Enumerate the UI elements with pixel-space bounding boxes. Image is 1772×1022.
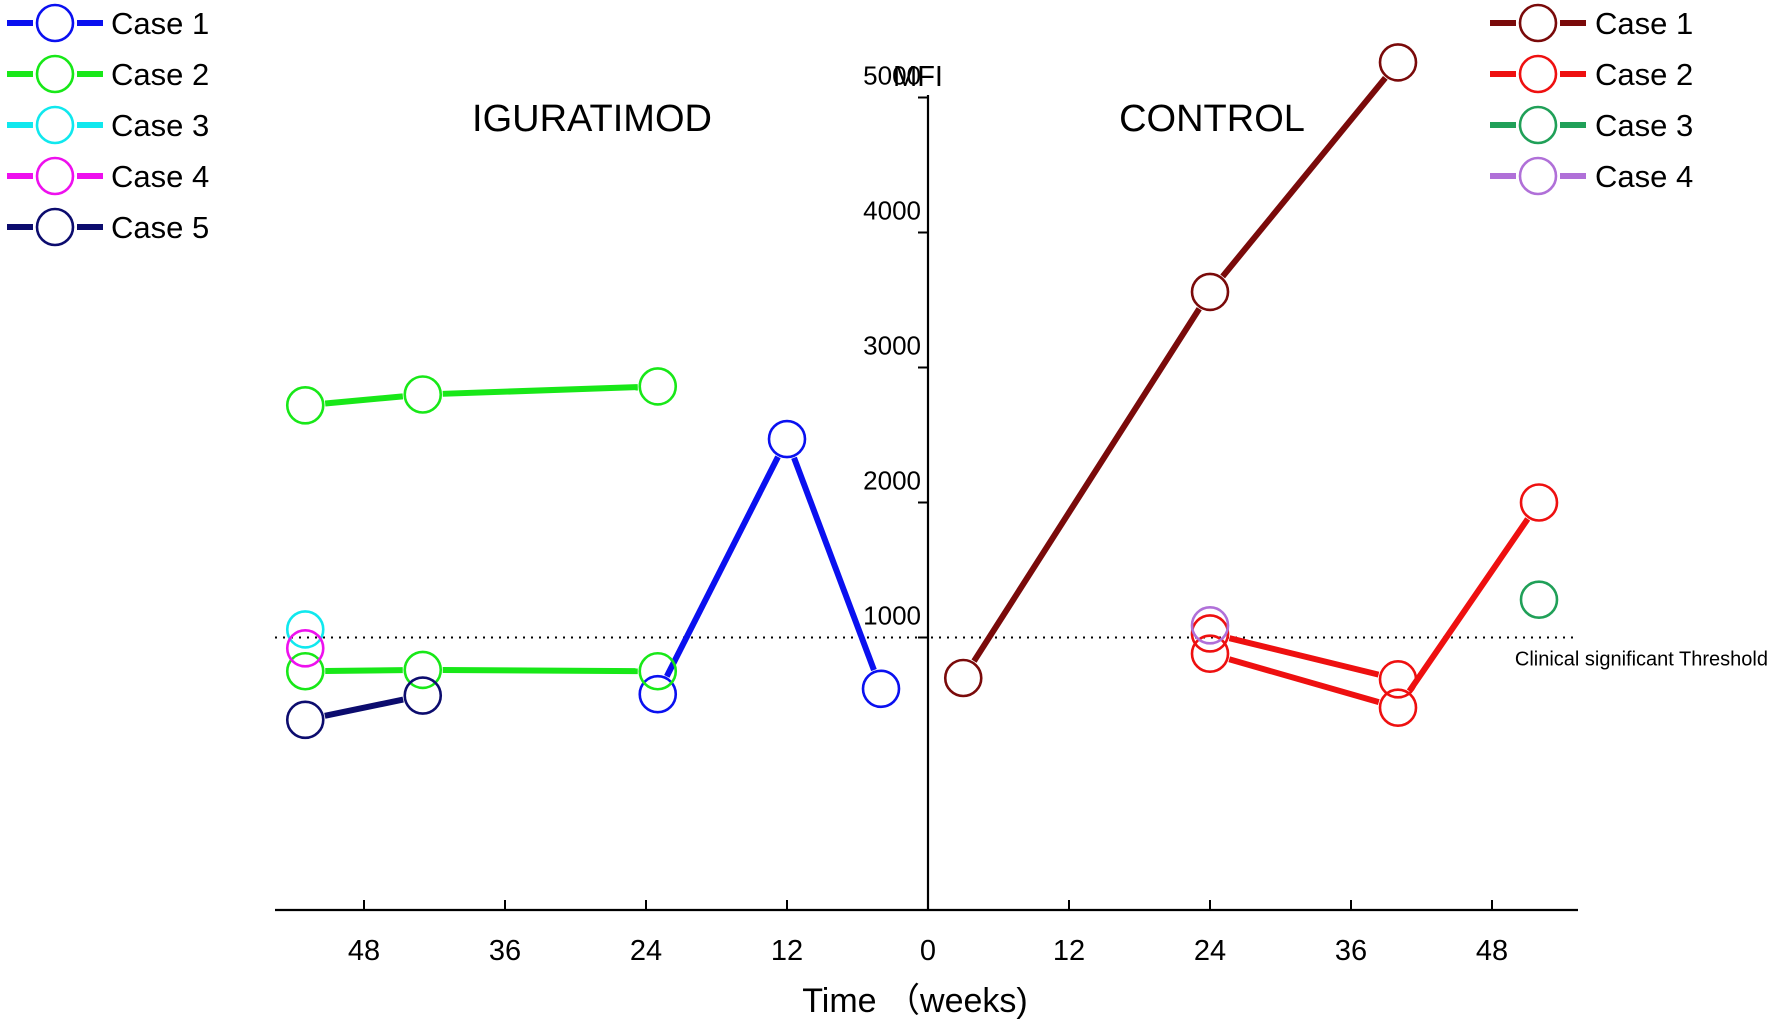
legend-marker-0-2: [35, 105, 75, 145]
series-line-1-1: [1228, 635, 1380, 678]
y-tick-label: 4000: [863, 196, 921, 226]
series-line-1-2: [1228, 656, 1380, 706]
series-line-0-2: [325, 667, 403, 675]
data-point-1-2: [1378, 688, 1418, 728]
data-point-0-2: [638, 651, 678, 691]
data-point-0-0: [638, 674, 678, 714]
series-line-0-0: [664, 455, 781, 678]
legend-marker-1-3: [1518, 156, 1558, 196]
panel-title-control: CONTROL: [1119, 98, 1305, 140]
y-axis-label: MFI: [893, 61, 943, 93]
data-point-1-0: [1190, 272, 1230, 312]
threshold-label: Clinical significant Threshold: [1515, 649, 1768, 671]
data-point-1-2: [1519, 483, 1559, 522]
data-point-0-5: [403, 676, 443, 715]
x-tick-label: 36: [489, 935, 521, 967]
data-point-0-2: [285, 651, 325, 691]
legend-label-0-2: Case 3: [111, 108, 209, 143]
y-tick-label: 3000: [863, 331, 921, 361]
data-point-0-0: [861, 669, 901, 709]
series-line-0-5: [324, 696, 404, 719]
data-point-1-3: [1519, 580, 1559, 620]
y-tick-label: 1000: [863, 601, 921, 631]
data-point-0-1: [403, 375, 443, 414]
series-line-1-0: [971, 307, 1202, 663]
y-tick-label: 5000: [863, 61, 921, 91]
panel-title-iguratimod: IGURATIMOD: [472, 98, 712, 140]
data-point-1-4: [1190, 606, 1230, 645]
legend-label-1-1: Case 2: [1595, 57, 1693, 92]
legend-marker-1-1: [1518, 54, 1558, 94]
data-point-0-1: [638, 367, 678, 406]
legend-marker-0-4: [35, 207, 75, 247]
data-point-0-1: [285, 385, 325, 425]
x-tick-label: 0: [920, 935, 936, 967]
series-line-0-0: [791, 456, 877, 672]
x-tick-label: 12: [771, 935, 803, 967]
data-point-1-2: [1190, 634, 1230, 674]
x-tick-label: 36: [1335, 935, 1367, 967]
legend-label-1-0: Case 1: [1595, 6, 1693, 41]
x-tick-label: 24: [1194, 935, 1226, 967]
data-point-0-2: [403, 650, 443, 690]
legend-marker-1-2: [1518, 105, 1558, 145]
data-point-0-4: [285, 628, 325, 668]
data-point-1-1: [1190, 614, 1230, 653]
x-axis-label: Time （weeks): [802, 982, 1027, 1020]
y-tick-label: 2000: [863, 466, 921, 496]
x-tick-label: 12: [1053, 935, 1085, 967]
series-line-0-1: [324, 393, 404, 407]
legend-label-0-0: Case 1: [111, 6, 209, 41]
series-line-0-1: [442, 384, 638, 397]
legend-label-0-4: Case 5: [111, 210, 209, 245]
data-point-1-0: [1378, 43, 1418, 82]
legend-marker-1-0: [1518, 3, 1558, 43]
legend-marker-0-0: [35, 3, 75, 43]
x-tick-label: 24: [630, 935, 662, 967]
legend-marker-0-1: [35, 54, 75, 94]
data-point-0-3: [285, 610, 325, 649]
series-line-0-2: [442, 667, 638, 675]
legend-label-0-3: Case 4: [111, 159, 209, 194]
legend-label-0-1: Case 2: [111, 57, 209, 92]
data-point-0-5: [285, 700, 325, 740]
series-line-1-0: [1220, 75, 1388, 279]
legend-marker-0-3: [35, 156, 75, 196]
x-tick-label: 48: [348, 935, 380, 967]
data-point-0-0: [767, 419, 807, 459]
legend-label-1-3: Case 4: [1595, 159, 1693, 194]
legend-label-1-2: Case 3: [1595, 108, 1693, 143]
series-line-1-2: [1406, 517, 1531, 693]
data-point-1-0: [943, 658, 983, 698]
x-tick-label: 48: [1476, 935, 1508, 967]
